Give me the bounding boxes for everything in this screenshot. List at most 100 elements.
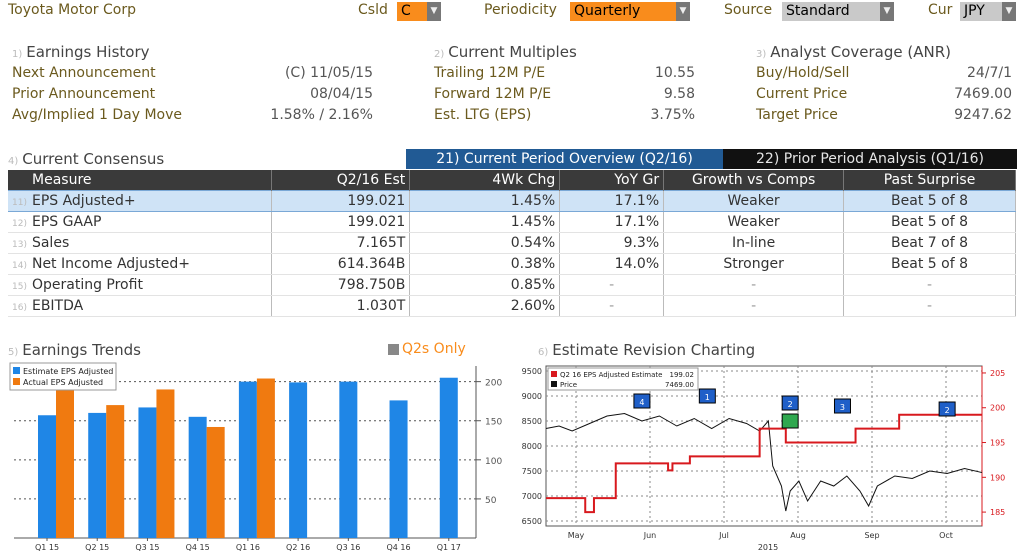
cur-label: Cur: [928, 2, 953, 18]
table-row[interactable]: 14) Net Income Adjusted+ 614.364B 0.38% 1…: [8, 253, 1016, 275]
bar-estimate: [88, 412, 107, 538]
legend-swatch-price: [551, 381, 557, 387]
tab-prior-period[interactable]: 22) Prior Period Analysis (Q1/16): [723, 149, 1017, 169]
periodicity-label: Periodicity: [484, 2, 557, 18]
revision-chart-title[interactable]: 6) Estimate Revision Charting: [538, 341, 756, 359]
col-yoy-gr[interactable]: YoY Gr: [559, 170, 665, 190]
col-4wk-chg[interactable]: 4Wk Chg: [409, 170, 561, 190]
consensus-table: Measure Q2/16 Est 4Wk Chg YoY Gr Growth …: [8, 170, 1016, 317]
chg-cell: 1.45%: [409, 211, 561, 233]
measure-name: EPS GAAP: [31, 213, 102, 230]
comps-cell: Stronger: [663, 253, 845, 275]
bar-estimate: [289, 382, 308, 538]
revision-marker: [833, 398, 851, 414]
yoy-cell: -: [559, 295, 665, 317]
table-header-row: Measure Q2/16 Est 4Wk Chg YoY Gr Growth …: [8, 170, 1016, 190]
current-multiples-title[interactable]: 2) Current Multiples: [434, 43, 577, 61]
right-tick-label: 185: [990, 508, 1005, 517]
chevron-down-icon[interactable]: ▼: [880, 2, 894, 21]
tab-current-period[interactable]: 21) Current Period Overview (Q2/16): [406, 149, 723, 169]
periodicity-select[interactable]: Quarterly ▼: [570, 2, 690, 21]
current-price-value: 7469.00: [954, 86, 1012, 102]
q2s-only-toggle[interactable]: Q2s Only: [388, 341, 466, 357]
x-tick-label: Q1 15: [35, 543, 59, 552]
earnings-trends-title[interactable]: 5) Earnings Trends: [8, 341, 141, 359]
col-measure[interactable]: Measure: [8, 170, 273, 190]
current-price-label: Current Price: [756, 86, 848, 102]
csld-value: C: [401, 3, 411, 19]
bar-actual: [206, 426, 225, 538]
x-tick-label: Q3 15: [135, 543, 159, 552]
target-price-label: Target Price: [756, 107, 838, 123]
chg-cell: 0.38%: [409, 253, 561, 275]
surprise-cell: Beat 7 of 8: [843, 232, 1016, 254]
bar-estimate: [188, 416, 207, 538]
surprise-cell: -: [843, 274, 1016, 296]
day-move-value: 1.58% / 2.16%: [270, 107, 373, 123]
chg-cell: 0.85%: [409, 274, 561, 296]
surprise-cell: -: [843, 295, 1016, 317]
bar-actual: [106, 405, 125, 538]
right-tick-label: 190: [990, 473, 1005, 482]
yoy-cell: -: [559, 274, 665, 296]
earnings-trends-chart: 50 100 150 200 Q1 15 Q2 15 Q3 15 Q4 15 Q1 16 Q2 1…: [8, 358, 518, 555]
bar-estimate: [389, 400, 408, 538]
yoy-cell: 9.3%: [559, 232, 665, 254]
legend-box: [547, 367, 699, 391]
source-label: Source: [724, 2, 773, 18]
revision-marker-label: 1: [705, 393, 710, 402]
x-tick-label: Jun: [643, 531, 657, 540]
csld-select[interactable]: C ▼: [397, 2, 441, 21]
series-estimate-line: [546, 413, 982, 514]
bar-estimate: [238, 381, 257, 538]
table-row[interactable]: 16) EBITDA 1.030T 2.60% - - -: [8, 295, 1016, 317]
estimate-cell: 798.750B: [271, 274, 411, 296]
trailing-pe-value: 10.55: [654, 65, 695, 81]
chevron-down-icon[interactable]: ▼: [1002, 2, 1016, 21]
earnings-history-title[interactable]: 1) Earnings History: [12, 43, 150, 61]
forward-pe-value: 9.58: [663, 86, 695, 102]
revision-marker: [781, 395, 799, 411]
x-tick-label: Jul: [718, 531, 729, 540]
chevron-down-icon[interactable]: ▼: [427, 2, 441, 21]
col-past-surprise[interactable]: Past Surprise: [843, 170, 1016, 190]
col-growth-vs-comps[interactable]: Growth vs Comps: [663, 170, 845, 190]
legend-box: [9, 362, 117, 391]
bar-estimate: [339, 381, 358, 538]
analyst-coverage-title[interactable]: 3) Analyst Coverage (ANR): [756, 43, 951, 61]
y-tick-label: 8000: [522, 442, 542, 451]
chevron-down-icon[interactable]: ▼: [676, 2, 690, 21]
checkbox-icon[interactable]: [388, 343, 399, 355]
surprise-cell: Beat 5 of 8: [843, 211, 1016, 233]
prior-announcement-value: 08/04/15: [310, 86, 373, 102]
legend-label-actual: Actual EPS Adjusted: [23, 378, 103, 387]
estimate-cell: 7.165T: [271, 232, 411, 254]
yoy-cell: 17.1%: [559, 189, 665, 212]
ltg-label: Est. LTG (EPS): [434, 107, 532, 123]
y-tick-label: 7000: [522, 492, 542, 501]
surprise-cell: Beat 5 of 8: [843, 189, 1016, 212]
table-row[interactable]: 15) Operating Profit 798.750B 0.85% - - -: [8, 274, 1016, 296]
col-estimate[interactable]: Q2/16 Est: [271, 170, 411, 190]
chg-cell: 2.60%: [409, 295, 561, 317]
cur-select[interactable]: JPY ▼: [960, 2, 1016, 21]
csld-label: Csld: [358, 2, 388, 18]
target-price-value: 9247.62: [954, 107, 1012, 123]
table-row[interactable]: 11) EPS Adjusted+ 199.021 1.45% 17.1% Wea…: [8, 189, 1016, 212]
company-name: Toyota Motor Corp: [8, 2, 136, 18]
y-tick-label: 9500: [522, 367, 542, 376]
comps-cell: -: [663, 274, 845, 296]
right-tick-label: 200: [990, 404, 1005, 413]
revision-marker: [698, 388, 716, 404]
source-select[interactable]: Standard ▼: [782, 2, 894, 21]
table-row[interactable]: 13) Sales 7.165T 0.54% 9.3% In-line Beat …: [8, 232, 1016, 254]
x-tick-label: May: [568, 531, 585, 540]
y-tick-label: 8500: [522, 417, 542, 426]
table-row[interactable]: 12) EPS GAAP 199.021 1.45% 17.1% Weaker B…: [8, 211, 1016, 233]
chg-cell: 0.54%: [409, 232, 561, 254]
y-tick-label: 150: [485, 418, 502, 428]
current-consensus-title[interactable]: 4) Current Consensus: [8, 150, 165, 168]
chart-bg: [508, 358, 1024, 555]
comps-cell: -: [663, 295, 845, 317]
prior-announcement-label: Prior Announcement: [12, 86, 156, 102]
